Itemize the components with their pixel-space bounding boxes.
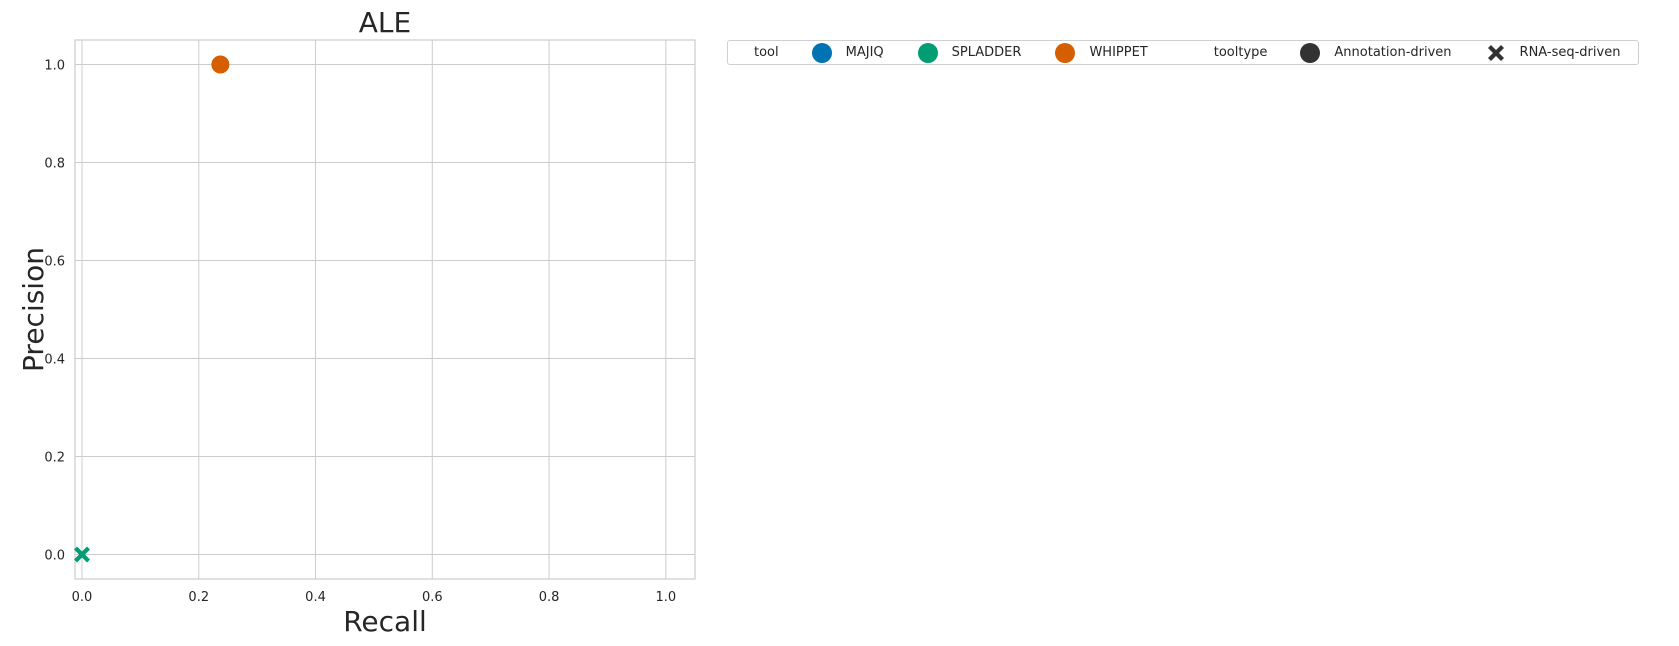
x-tick-label: 0.0 xyxy=(72,590,93,605)
legend-heading-tooltype: tooltype xyxy=(1213,45,1268,60)
y-tick-labels: 0.0 0.2 0.4 0.6 0.8 1.0 xyxy=(44,59,65,564)
legend-entry-spladder: SPLADDER xyxy=(917,42,1055,64)
x-tick-label: 0.2 xyxy=(188,590,209,605)
legend-entry-annotation-driven: Annotation-driven xyxy=(1299,42,1484,64)
legend-entry-rna-seq-driven: RNA-seq-driven xyxy=(1485,42,1621,64)
circle-marker-icon xyxy=(1300,42,1321,63)
circle-marker-icon xyxy=(1055,42,1076,63)
x-tick-label: 0.6 xyxy=(422,590,443,605)
x-tick-labels: 0.0 0.2 0.4 0.6 0.8 1.0 xyxy=(72,590,676,605)
chart-title: ALE xyxy=(359,6,411,39)
legend-label-whippet: WHIPPET xyxy=(1089,45,1148,60)
y-tick-label: 0.6 xyxy=(44,255,65,270)
y-tick-label: 1.0 xyxy=(44,59,65,74)
data-point-circle xyxy=(211,55,230,74)
legend-label-majiq: MAJIQ xyxy=(845,45,884,60)
legend-entry-whippet: WHIPPET xyxy=(1054,42,1213,64)
legend-heading-tool: tool xyxy=(754,45,779,60)
grid-layer xyxy=(75,40,695,579)
circle-marker-icon xyxy=(811,42,832,63)
legend-entry-majiq: MAJIQ xyxy=(811,42,917,64)
legend: tool MAJIQ SPLADDER WHIPPET tooltype Ann… xyxy=(727,40,1639,65)
legend-label-spladder: SPLADDER xyxy=(951,45,1022,60)
x-axis-title: Recall xyxy=(343,605,427,638)
y-axis-title: Precision xyxy=(17,247,50,372)
plot-frame xyxy=(74,39,696,580)
data-point-x-marker xyxy=(74,546,91,563)
data-points xyxy=(74,55,230,563)
x-tick-label: 1.0 xyxy=(655,590,676,605)
x-marker-icon xyxy=(1487,44,1504,61)
y-tick-label: 0.8 xyxy=(44,157,65,172)
legend-label-annotation-driven: Annotation-driven xyxy=(1334,45,1452,60)
y-tick-label: 0.2 xyxy=(44,451,65,466)
y-tick-label: 0.0 xyxy=(44,549,65,564)
circle-marker-icon xyxy=(917,42,938,63)
y-tick-label: 0.4 xyxy=(44,353,65,368)
x-tick-label: 0.8 xyxy=(539,590,560,605)
legend-label-rna-seq-driven: RNA-seq-driven xyxy=(1519,45,1621,60)
x-tick-label: 0.4 xyxy=(305,590,326,605)
